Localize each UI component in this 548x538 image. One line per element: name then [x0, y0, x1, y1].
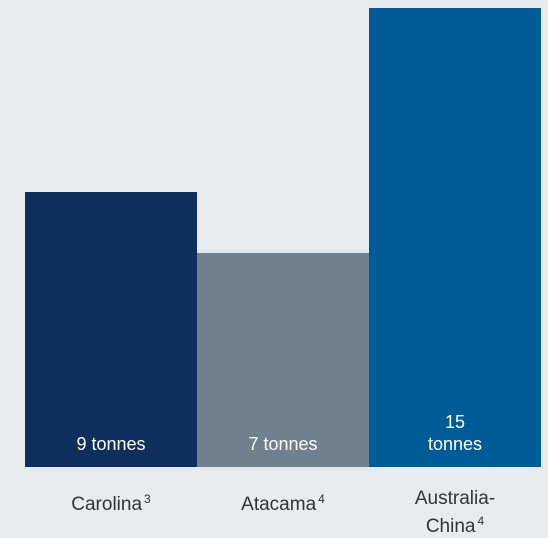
bar-value-label: 15 tonnes [427, 412, 483, 454]
bar-value-label: 9 tonnes [76, 433, 146, 454]
bar-2: 7 tonnes [197, 252, 369, 467]
category-name: Australia- China [414, 488, 496, 537]
category-label: Carolina 3 [25, 488, 197, 516]
category-name: Carolina [71, 494, 143, 515]
footnote-marker: 4 [477, 514, 485, 528]
bar-value-label: 7 tonnes [248, 433, 318, 454]
category-label: Atacama 4 [197, 488, 369, 516]
category-name: Atacama [241, 494, 317, 515]
category-label: Australia- China 4 [369, 488, 541, 538]
bar-3: 15 tonnes [369, 8, 541, 467]
bar-1: 9 tonnes [25, 191, 197, 467]
footnote-marker: 3 [144, 492, 151, 506]
footnote-marker: 4 [318, 492, 325, 506]
